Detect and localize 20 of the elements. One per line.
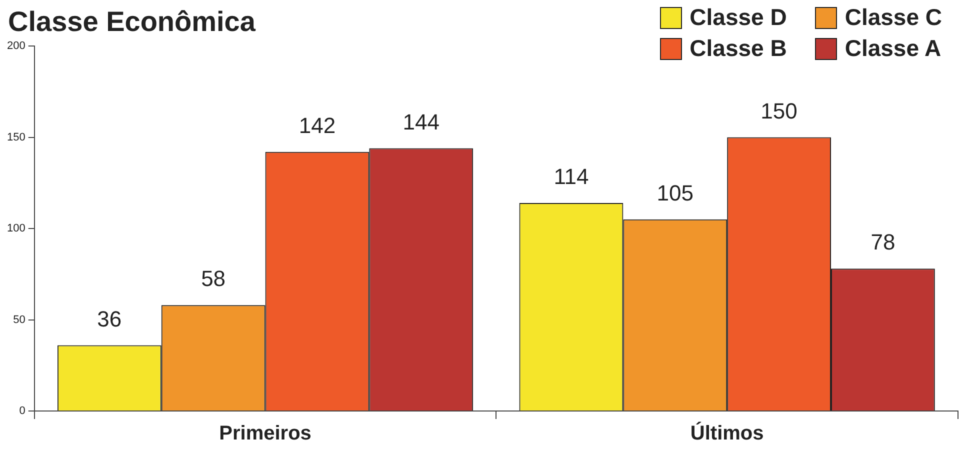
legend-label: Classe B [690, 35, 787, 62]
data-label: 144 [402, 109, 440, 134]
legend-label: Classe D [690, 4, 787, 31]
legend-label: Classe A [844, 35, 942, 62]
y-tick-label: 100 [6, 222, 26, 235]
data-label: 142 [298, 112, 336, 138]
data-label: 150 [760, 98, 798, 124]
y-tick-label: 150 [6, 131, 26, 144]
y-tick-label: 200 [6, 40, 26, 52]
data-label: 78 [870, 230, 896, 255]
legend-label: Classe C [844, 4, 942, 31]
y-tick-label: 0 [19, 405, 26, 418]
data-label: 58 [201, 266, 226, 292]
data-label: 36 [97, 306, 122, 332]
data-label: 114 [554, 164, 589, 190]
x-tick-label: Últimos [690, 422, 764, 445]
chart-title: Classe Econômica [8, 6, 256, 38]
y-tick-label: 50 [13, 314, 26, 326]
data-label: 105 [656, 180, 694, 206]
x-tick-label: Primeiros [219, 422, 312, 445]
